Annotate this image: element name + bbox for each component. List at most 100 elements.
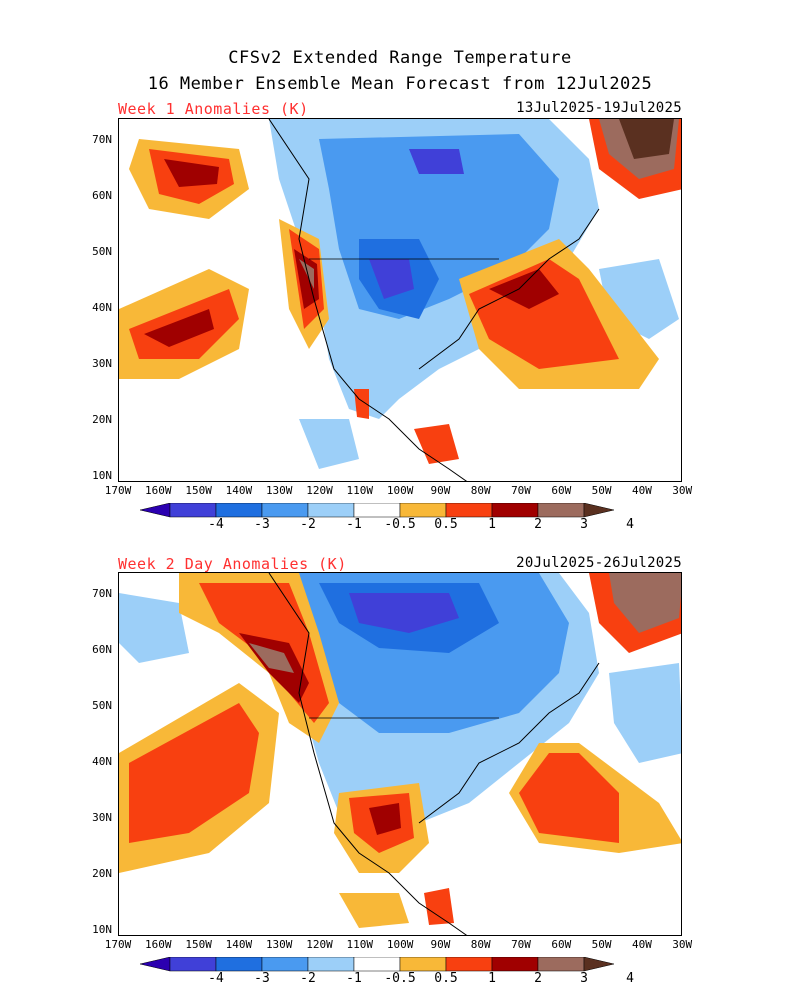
lon-label: 110W	[346, 938, 374, 951]
warm-region	[129, 703, 259, 843]
lon-label: 170W	[104, 938, 132, 951]
lon-label: 50W	[591, 484, 612, 497]
lat-label: 50N	[92, 699, 112, 712]
colorbar-segment	[399, 502, 447, 518]
colorbar-label: -1	[346, 971, 362, 986]
colorbar-label: 0.5	[434, 971, 458, 986]
colorbar-segment	[307, 502, 355, 518]
main-title-line1: CFSv2 Extended Range Temperature	[228, 48, 572, 68]
coastline	[418, 662, 600, 824]
lat-label: 40N	[92, 755, 112, 768]
lon-label: 30W	[672, 938, 693, 951]
lon-label: 90W	[430, 938, 451, 951]
warm-region	[489, 269, 559, 309]
cool-region	[609, 663, 681, 763]
lon-label: 130W	[265, 938, 293, 951]
colorbar-segment	[169, 502, 217, 518]
warm-region	[424, 888, 454, 925]
colorbar-label: 4	[626, 517, 634, 532]
colorbar-week1: -4 -3 -2 -1 -0.5 0.5 1 2 3 4	[139, 502, 634, 541]
colorbar-segment	[399, 956, 447, 972]
lon-label: 120W	[306, 938, 333, 951]
cool-region	[409, 149, 464, 174]
warm-region	[299, 259, 314, 289]
coastline	[268, 573, 468, 935]
lat-label: 60N	[92, 643, 112, 656]
lon-label: 120W	[306, 484, 333, 497]
lon-label: 70W	[511, 938, 531, 951]
colorbar-label: -4	[208, 971, 224, 986]
warm-region	[619, 119, 674, 159]
colorbar-label: -0.5	[384, 517, 416, 532]
lat-label: 10N	[92, 469, 112, 482]
colorbar-segment	[353, 502, 401, 518]
lon-label: 150W	[185, 484, 212, 497]
lat-label: 30N	[92, 811, 112, 824]
colorbar-segment	[261, 502, 309, 518]
lon-label: 170W	[104, 484, 132, 497]
colorbar-svg	[139, 956, 615, 972]
lat-label: 70N	[92, 133, 112, 146]
colorbar-label: 1	[488, 517, 496, 532]
lon-label: 70W	[511, 484, 531, 497]
warm-region	[519, 753, 619, 843]
lon-label: 100W	[386, 938, 414, 951]
coastline	[268, 119, 468, 481]
colorbar-label: 3	[580, 517, 588, 532]
cool-region	[299, 419, 359, 469]
colorbar-label: -2	[300, 517, 316, 532]
colorbar-segment	[445, 956, 493, 972]
lat-label: 20N	[92, 867, 112, 880]
main-title-line2: 16 Member Ensemble Mean Forecast from 12…	[147, 74, 653, 94]
lat-label: 70N	[92, 587, 112, 600]
colorbar-label: 4	[626, 971, 634, 986]
lon-label: 150W	[185, 938, 212, 951]
colorbar-label: -4	[208, 517, 224, 532]
colorbar-segment	[215, 502, 263, 518]
lon-label: 90W	[430, 484, 451, 497]
colorbar-segment	[491, 956, 539, 972]
warm-region	[339, 893, 409, 928]
colorbar-label: 0.5	[434, 517, 458, 532]
lat-label: 30N	[92, 357, 112, 370]
colorbar-segment	[353, 956, 401, 972]
lon-label: 80W	[470, 938, 491, 951]
warm-region	[164, 159, 219, 187]
colorbar-segment	[445, 502, 493, 518]
map-week1	[118, 118, 682, 482]
colorbar-label: -1	[346, 517, 362, 532]
colorbar-label: -2	[300, 971, 316, 986]
colorbar-label: -0.5	[384, 971, 416, 986]
lon-label: 160W	[145, 938, 172, 951]
colorbar-segment	[537, 956, 585, 972]
colorbar-segment	[261, 956, 309, 972]
colorbar-arrow-right	[583, 956, 615, 972]
lon-label: 40W	[631, 484, 652, 497]
colorbar-label: 1	[488, 971, 496, 986]
lat-label: 20N	[92, 413, 112, 426]
lat-label: 40N	[92, 301, 112, 314]
map-week2	[118, 572, 682, 936]
colorbar-label: 2	[534, 517, 542, 532]
colorbar-svg	[139, 502, 615, 518]
panel-week2-dates: 20Jul2025-26Jul2025	[516, 555, 682, 571]
lat-label: 10N	[92, 923, 112, 936]
colorbar-arrow-left	[139, 502, 171, 518]
panel-week1-dates: 13Jul2025-19Jul2025	[516, 100, 682, 116]
lon-label: 60W	[551, 938, 572, 951]
lat-label: 60N	[92, 189, 112, 202]
cool-region	[349, 593, 459, 633]
warm-region	[609, 573, 681, 633]
cool-region	[119, 593, 189, 663]
warm-region	[144, 309, 214, 347]
warm-region	[249, 643, 294, 673]
lon-label: 140W	[225, 484, 253, 497]
lon-label: 40W	[631, 938, 652, 951]
colorbar-segment	[491, 502, 539, 518]
lat-label: 50N	[92, 245, 112, 258]
colorbar-label: 2	[534, 971, 542, 986]
colorbar-label: -3	[254, 971, 270, 986]
warm-region	[414, 424, 459, 464]
colorbar-segment	[169, 956, 217, 972]
colorbar-label: -3	[254, 517, 270, 532]
